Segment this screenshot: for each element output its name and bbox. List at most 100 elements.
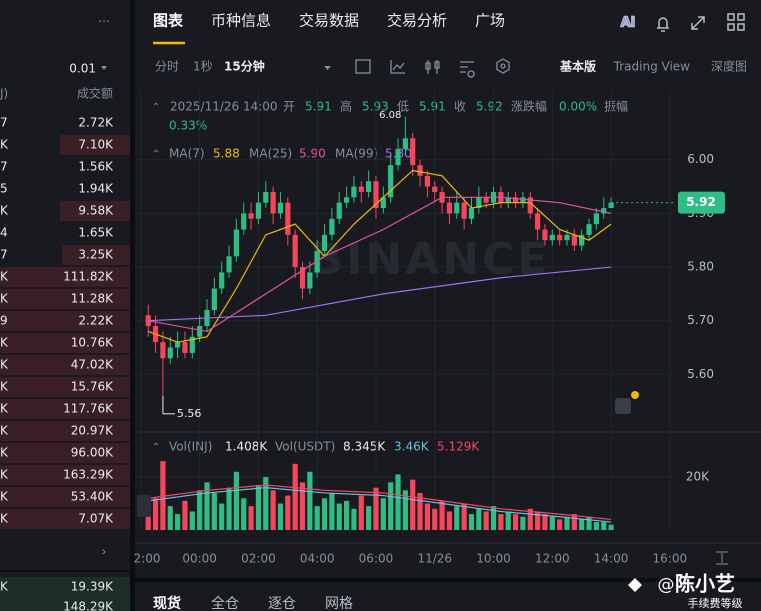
tab[interactable]: 交易数据	[299, 12, 359, 30]
info-text: 收	[454, 100, 466, 114]
collapse-icon: ⌃	[152, 149, 160, 160]
candle-body	[586, 224, 592, 235]
candle-body	[292, 234, 298, 268]
x-tick-label: 2:00	[134, 552, 161, 566]
info-text: 开	[283, 100, 295, 114]
info-text: 8.345K	[343, 440, 386, 454]
row-turnover: 47.02K	[71, 358, 114, 372]
bell-icon[interactable]	[657, 17, 669, 32]
more[interactable]: ›	[102, 545, 107, 559]
candle-body	[226, 256, 232, 273]
volume-bar	[498, 514, 504, 530]
info-text: 1.408K	[225, 440, 268, 454]
calendar-icon[interactable]	[355, 59, 371, 74]
candle-icon[interactable]	[425, 60, 440, 74]
row-amount: 5	[0, 182, 8, 196]
volume-bar	[388, 482, 394, 530]
candle-body	[299, 267, 306, 289]
info-text: Vol(INJ)	[169, 440, 212, 454]
interval[interactable]: 1秒	[193, 60, 213, 74]
volume-bar	[226, 487, 232, 530]
row-amount: K	[0, 138, 9, 152]
view[interactable]: 基本版	[559, 59, 596, 74]
x-tick-label: 11/26	[417, 552, 452, 566]
scroll-button[interactable]	[137, 495, 151, 517]
candle-body	[557, 234, 563, 241]
menu[interactable]: ···	[98, 15, 109, 29]
row-turnover: 7.10K	[78, 138, 114, 152]
col-header: J)	[0, 87, 8, 101]
info-text: 涨跌幅	[511, 99, 547, 114]
x-tick-label: 00:00	[182, 552, 217, 566]
top-icons: Ai	[620, 13, 745, 32]
tab[interactable]: 广场	[475, 12, 505, 30]
trade-tab[interactable]: 全仓	[211, 595, 239, 611]
view[interactable]: Trading View	[613, 60, 691, 74]
volume-bar	[343, 500, 350, 530]
x-tick-label: 06:00	[359, 552, 394, 566]
volume-bar	[336, 503, 342, 530]
depth-bar	[0, 509, 130, 529]
depth-bar	[0, 443, 130, 463]
volume-bar	[439, 500, 445, 530]
candle-body	[358, 186, 364, 192]
row-amount: K	[0, 446, 9, 460]
vol-ma-line	[148, 487, 612, 523]
trade-tab[interactable]: 网格	[325, 596, 353, 611]
volume-bar	[189, 511, 195, 530]
info-text: 低	[397, 100, 409, 114]
depth-bar	[60, 135, 130, 155]
tab[interactable]: 币种信息	[211, 12, 271, 30]
volume-bar	[351, 508, 357, 530]
volume-bar	[512, 514, 519, 530]
interval[interactable]: 分时	[155, 60, 179, 74]
row-amount: K	[0, 270, 9, 284]
ai-icon[interactable]: Ai	[620, 15, 636, 32]
candle-body	[410, 138, 416, 166]
depth-bar	[0, 597, 130, 611]
row-turnover: 15.76K	[71, 380, 114, 394]
candle-body	[343, 197, 350, 203]
row-amount: K	[0, 512, 9, 526]
depth-bar	[60, 201, 130, 221]
trade-tab[interactable]: 逐仓	[268, 596, 296, 611]
row-turnover: 7.07K	[78, 512, 114, 526]
ma-line	[148, 196, 612, 333]
volume-bar	[476, 508, 482, 530]
tick-size[interactable]: 0.01	[69, 62, 96, 76]
trade-tab[interactable]: 现货	[153, 595, 181, 611]
candle-body	[167, 347, 173, 359]
dropdown-icon	[324, 66, 331, 70]
candle-body	[277, 202, 284, 214]
legend-value: 3.46K	[394, 440, 430, 454]
volume-bar	[410, 479, 416, 530]
tab[interactable]: 图表	[153, 12, 184, 30]
volume-bar	[402, 490, 408, 530]
volume-bar	[152, 498, 159, 530]
volume-bar	[608, 524, 614, 530]
candle-body	[476, 197, 482, 209]
candle-body	[211, 288, 217, 310]
row-turnover: 2.72K	[78, 116, 114, 130]
hex-icon[interactable]	[496, 58, 510, 74]
row-amount: K	[0, 402, 9, 416]
y-tick-label: 5.80	[687, 260, 714, 274]
interval[interactable]: 15分钟	[224, 59, 265, 74]
expand-icon[interactable]	[691, 16, 705, 30]
view[interactable]: 深度图	[711, 59, 747, 74]
alert-icon[interactable]	[615, 398, 631, 414]
candle-body	[527, 197, 533, 214]
depth-bar	[0, 577, 130, 597]
depth-bar	[0, 487, 130, 507]
x-tick-label: 16:00	[653, 552, 688, 566]
volume-bar	[167, 506, 173, 530]
tab[interactable]: 交易分析	[387, 12, 447, 30]
collapse-icon: ⌃	[152, 442, 160, 453]
scale-icon[interactable]	[716, 551, 728, 565]
indicator-icon[interactable]	[390, 60, 405, 74]
annotation: 6.08	[379, 110, 401, 121]
volume-bar	[601, 522, 607, 530]
settings-icon[interactable]	[460, 61, 475, 78]
layout-icon[interactable]	[727, 13, 745, 31]
volume-bar	[358, 495, 364, 530]
